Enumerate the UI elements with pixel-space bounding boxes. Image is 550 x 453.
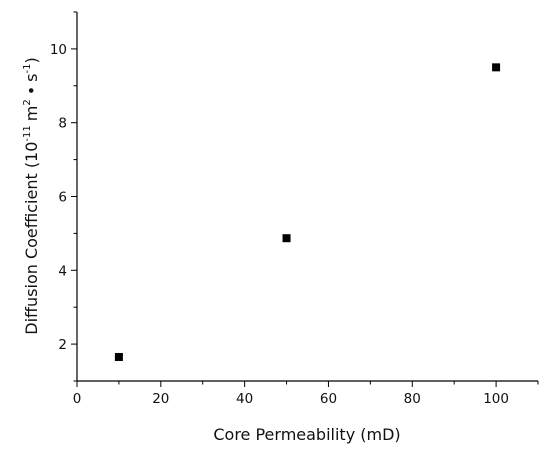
axes	[77, 12, 538, 381]
y-tick-label: 4	[58, 263, 67, 279]
y-axis-title-base-exp: -11	[22, 125, 33, 141]
x-tick-label: 0	[73, 391, 82, 407]
x-axis-title: Core Permeability (mD)	[213, 425, 400, 444]
x-tick-label: 40	[236, 391, 253, 407]
y-axis-title-prefix: Diffusion Coefficient (	[22, 162, 41, 335]
data-point	[283, 234, 291, 242]
y-ticks: 2 4 6 8 10	[50, 12, 77, 381]
data-point	[115, 353, 123, 361]
y-axis-title-unit2: s	[22, 73, 41, 81]
x-tick-label: 20	[152, 391, 169, 407]
x-tick-label: 100	[483, 391, 509, 407]
y-axis-title-dot: •	[22, 86, 41, 95]
y-axis-title-base: 10	[22, 142, 41, 162]
y-tick-label: 2	[58, 337, 67, 353]
y-tick-label: 6	[58, 190, 67, 206]
x-tick-label: 60	[320, 391, 337, 407]
y-axis-title-unit2-exp: -1	[22, 63, 33, 73]
y-axis-title-unit1: m	[22, 106, 41, 122]
y-tick-label: 8	[58, 116, 67, 132]
y-axis-title-unit1-exp: 2	[22, 99, 33, 105]
y-tick-label: 10	[50, 42, 67, 58]
data-points	[115, 63, 500, 361]
x-tick-label: 80	[404, 391, 421, 407]
data-point	[492, 63, 500, 71]
y-axis-title: Diffusion Coefficient (10-11 m2 • s-1)	[22, 57, 41, 335]
y-axis-title-suffix: )	[22, 57, 41, 63]
x-ticks: 0 20 40 60 80 100	[73, 381, 538, 407]
